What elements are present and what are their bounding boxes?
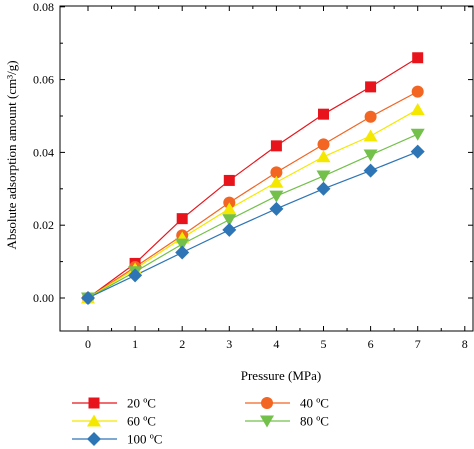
legend-marker (87, 414, 101, 427)
data-point (269, 190, 284, 203)
y-tick-label: 0.02 (33, 218, 54, 232)
x-tick-label: 8 (462, 337, 468, 351)
data-point (175, 245, 190, 260)
legend-label: 100 ºC (127, 432, 162, 447)
data-point (318, 108, 329, 120)
data-point (176, 213, 188, 225)
plot-frame (59, 5, 474, 332)
series-line (87, 57, 419, 299)
series-line (87, 133, 418, 299)
data-point (364, 110, 377, 123)
data-point (222, 214, 237, 227)
legend-marker (260, 415, 274, 428)
data-point (411, 85, 424, 98)
data-point (270, 140, 282, 152)
data-point (363, 149, 378, 162)
data-point (269, 201, 284, 216)
legend-marker (87, 432, 101, 446)
data-point (223, 174, 235, 186)
data-point (222, 202, 237, 215)
data-point (270, 166, 283, 179)
x-tick-label: 1 (132, 337, 138, 351)
data-point (412, 52, 424, 64)
x-tick-label: 3 (226, 337, 232, 351)
x-tick-label: 4 (273, 337, 279, 351)
y-tick-label: 0.06 (33, 73, 54, 87)
data-point (363, 129, 378, 142)
series-line (87, 91, 418, 299)
data-point (81, 291, 95, 305)
data-point (317, 138, 330, 151)
y-tick-label: 0.00 (33, 291, 54, 305)
y-tick-label: 0.08 (33, 0, 54, 14)
x-axis-label: Pressure (MPa) (241, 368, 322, 383)
legend: 20 ºC 60 ºC 100 ºC 40 ºC 80 ºC (72, 396, 329, 447)
x-tick-label: 5 (321, 337, 327, 351)
legend-label: 20 ºC (127, 396, 156, 411)
data-point (316, 170, 331, 183)
legend-marker (261, 397, 273, 409)
data-point (365, 81, 377, 93)
series-line (87, 151, 418, 299)
x-tick-label: 6 (368, 337, 374, 351)
data-point (410, 102, 425, 115)
data-point (316, 181, 331, 196)
plot-area: 0 1 2 3 4 5 6 7 8 0.00 0.02 0.04 0.06 0.08 (33, 0, 474, 351)
data-point (269, 175, 284, 188)
legend-marker (88, 397, 100, 409)
x-tick-label: 0 (85, 337, 91, 351)
x-tick-label: 2 (179, 337, 185, 351)
data-point (222, 222, 237, 237)
x-tick-label: 7 (415, 337, 421, 351)
y-axis-label: Absolute adsorption amount (cm³/g) (4, 60, 19, 249)
data-point (410, 128, 425, 141)
series-line (87, 108, 418, 299)
legend-label: 60 ºC (127, 414, 156, 429)
legend-label: 40 ºC (300, 396, 329, 411)
legend-label: 80 ºC (300, 414, 329, 429)
data-point (410, 144, 425, 159)
data-point (316, 150, 331, 163)
data-point (175, 238, 190, 251)
data-point (363, 163, 378, 178)
data-point (128, 268, 143, 283)
y-tick-label: 0.04 (33, 145, 54, 159)
